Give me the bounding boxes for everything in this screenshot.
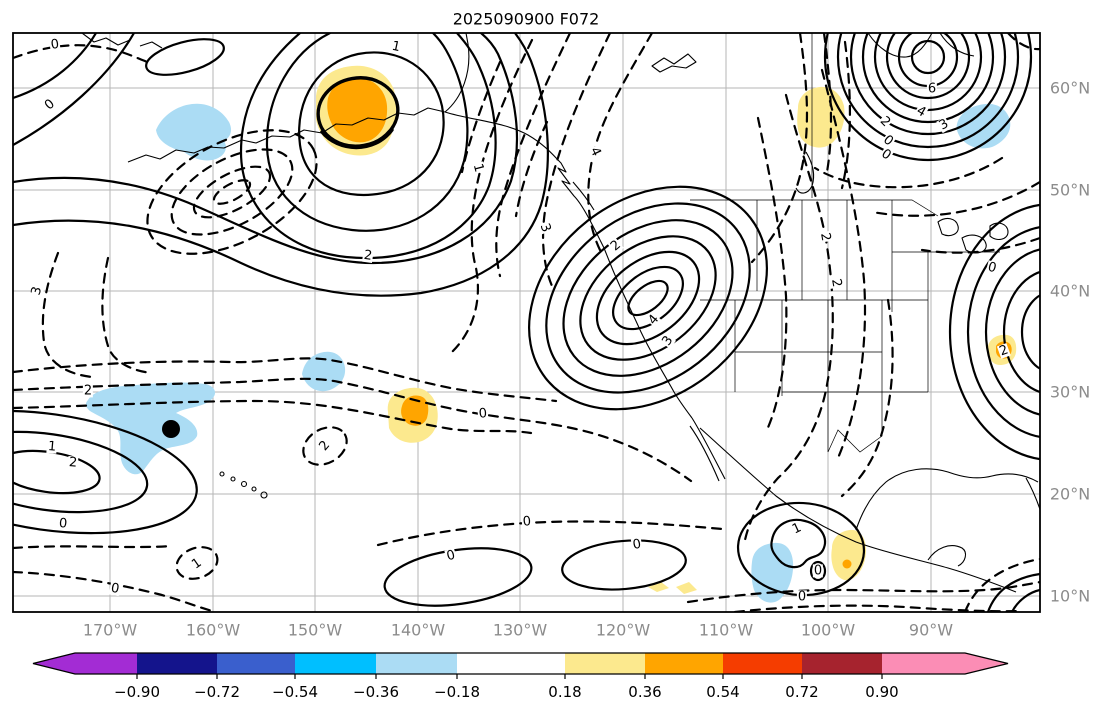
colorbar-tick-label: −0.90 [114, 683, 160, 701]
y-tick-label: 60°N [1049, 78, 1091, 98]
y-tick-label: 30°N [1049, 382, 1091, 402]
colorbar-tick-label: 0.72 [785, 683, 819, 701]
dashed-contours [13, 33, 1040, 612]
positive-anomaly-core [327, 77, 388, 143]
chart-title: 2025090900 F072 [452, 9, 600, 29]
solid-contour-label: 0 [630, 536, 644, 553]
positive-anomaly-core [842, 559, 852, 569]
colorbar-tick-label: −0.54 [272, 683, 318, 701]
colorbar-tick-label: 0.36 [628, 683, 662, 701]
y-tick-label: 50°N [1049, 180, 1091, 200]
solid-contour-label: 0 [57, 516, 69, 532]
dashed-contour-label: 0 [477, 406, 489, 422]
dashed-contour-label: 0 [48, 36, 62, 53]
colorbar-tick-label: −0.36 [353, 683, 399, 701]
dashed-contour-label: 2 [82, 383, 94, 399]
filled-dot-marker [162, 420, 180, 438]
x-tick-label: 160°W [185, 620, 241, 640]
x-tick-label: 90°W [908, 620, 954, 640]
x-tick-label: 140°W [390, 620, 446, 640]
x-tick-label: 110°W [698, 620, 754, 640]
dashed-contour-label: 0 [521, 514, 533, 530]
positive-anomaly-patch [648, 582, 669, 592]
solid-contour-label: 0 [812, 563, 824, 579]
positive-anomaly-patch [676, 582, 697, 594]
map-frame [12, 32, 1041, 613]
positive-anomaly-core [401, 395, 429, 426]
colorbar-tick-label: 0.90 [865, 683, 899, 701]
y-tick-label: 40°N [1049, 281, 1091, 301]
negative-anomaly-patch [85, 382, 216, 475]
colorbar-tick-label: 0.54 [706, 683, 740, 701]
y-tick-label: 10°N [1049, 586, 1091, 606]
negative-anomaly-patch [156, 103, 232, 161]
solid-contour-label: 2 [361, 247, 375, 264]
station-marker [162, 420, 180, 438]
solid-contour-label: 1 [46, 439, 58, 455]
solid-contour-label: 0 [796, 589, 808, 605]
colorbar-tick-label: −0.18 [434, 683, 480, 701]
x-tick-label: 130°W [492, 620, 548, 640]
negative-anomaly-patch [751, 542, 794, 603]
solid-contour-label: 6 [926, 81, 938, 97]
positive-anomaly-patch [797, 86, 845, 148]
x-tick-label: 150°W [287, 620, 343, 640]
colorbar [32, 652, 1009, 679]
colorbar-tick-label: −0.72 [194, 683, 240, 701]
x-tick-label: 120°W [595, 620, 651, 640]
coastlines [81, 33, 1040, 593]
y-tick-label: 20°N [1049, 484, 1091, 504]
x-tick-label: 170°W [82, 620, 138, 640]
state-borders [690, 33, 1000, 453]
x-tick-label: 100°W [800, 620, 856, 640]
colorbar-tick-label: 0.18 [548, 683, 582, 701]
solid-contour-label: 2 [67, 455, 79, 471]
